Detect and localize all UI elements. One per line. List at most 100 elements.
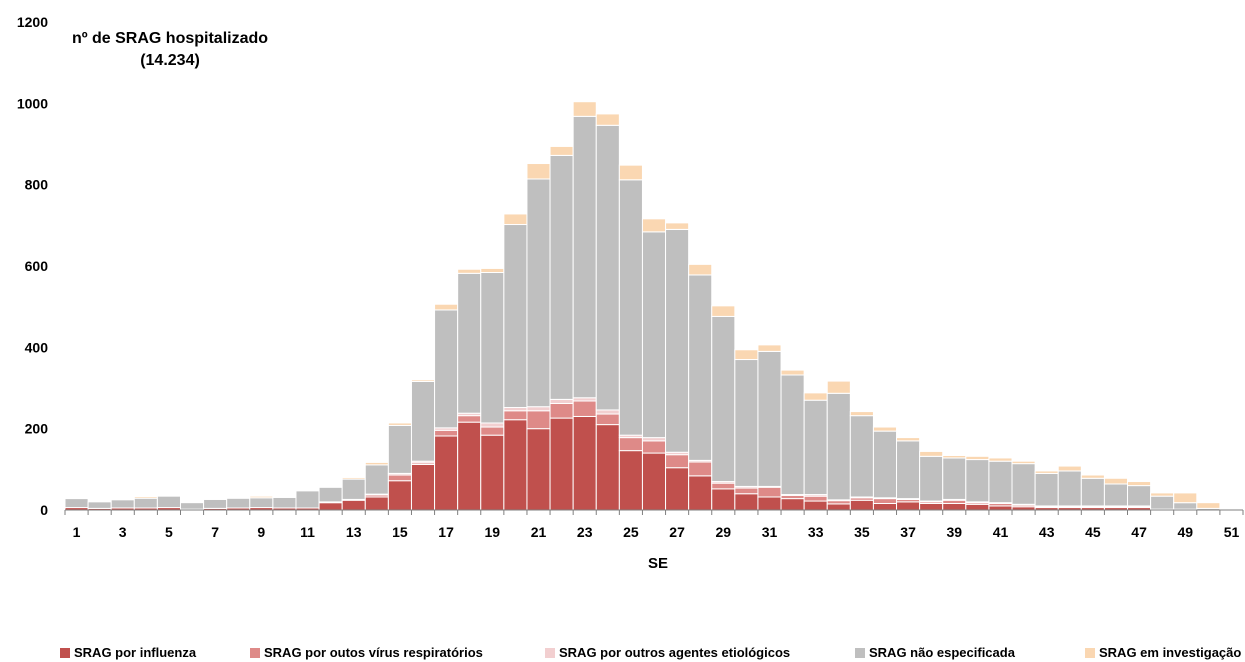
bar-segment-2-se-29 — [711, 482, 736, 490]
bar-segment-5-se-29 — [711, 305, 736, 317]
chart-annotation: nº de SRAG hospitalizado (14.234) — [55, 28, 285, 72]
bar-segment-1-se-38 — [919, 502, 944, 511]
bar-segment-5-se-25 — [618, 164, 643, 181]
bar-segment-5-se-32 — [780, 369, 805, 376]
y-tick-label-600: 600 — [25, 258, 49, 274]
x-tick-label-29: 29 — [716, 524, 732, 540]
bar-segment-5-se-30 — [734, 349, 759, 361]
annotation-line-2: (14.234) — [140, 52, 200, 69]
bar-segment-1-se-16 — [410, 463, 436, 511]
bar-segment-4-se-21 — [526, 178, 551, 408]
bar-segment-2-se-25 — [618, 437, 643, 452]
bar-segment-1-se-28 — [688, 475, 713, 511]
bar-segment-4-se-24 — [595, 124, 620, 411]
x-tick-label-21: 21 — [531, 524, 547, 540]
bar-segment-5-se-39 — [942, 455, 967, 459]
bar-segment-5-se-38 — [919, 450, 944, 457]
bar-segment-1-se-14 — [364, 496, 389, 511]
bar-segment-4-se-47 — [1127, 485, 1152, 507]
bar-segment-5-se-27 — [665, 222, 690, 230]
legend-item-4: SRAG não especificada — [855, 645, 1015, 660]
legend-item-2: SRAG por outos vírus respiratórios — [250, 645, 483, 660]
bar-segment-5-se-7 — [203, 498, 228, 500]
bar-segment-4-se-45 — [1080, 477, 1105, 507]
y-tick-label-1200: 1200 — [17, 14, 48, 30]
bar-segment-5-se-37 — [896, 437, 921, 442]
bar-segment-1-se-26 — [641, 452, 667, 511]
bar-segment-4-se-13 — [341, 478, 366, 500]
bar-segment-2-se-21 — [526, 410, 551, 430]
bar-segment-4-se-23 — [572, 115, 597, 399]
legend-item-5: SRAG em investigação — [1085, 645, 1241, 660]
bar-segment-5-se-40 — [965, 455, 990, 461]
bar-segment-5-se-8 — [226, 496, 251, 499]
bar-segment-1-se-41 — [988, 505, 1013, 511]
x-tick-label-39: 39 — [947, 524, 963, 540]
bar-segment-3-se-22 — [549, 398, 574, 404]
x-tick-label-43: 43 — [1039, 524, 1055, 540]
legend-label: SRAG não especificada — [869, 645, 1015, 660]
legend-label: SRAG por influenza — [74, 645, 197, 660]
bar-segment-5-se-50 — [1196, 502, 1221, 509]
bar-segment-2-se-22 — [549, 402, 574, 419]
bar-segment-1-se-39 — [942, 502, 967, 511]
bar-segment-1-se-37 — [896, 501, 921, 511]
bar-segment-4-se-31 — [757, 350, 782, 487]
bar-segment-4-se-28 — [688, 274, 713, 461]
bar-segment-4-se-20 — [503, 224, 528, 409]
x-tick-label-9: 9 — [257, 524, 265, 540]
x-tick-label-7: 7 — [211, 524, 219, 540]
bar-segment-4-se-1 — [64, 498, 89, 509]
x-tick-label-45: 45 — [1085, 524, 1101, 540]
bar-segment-3-se-24 — [595, 409, 620, 415]
x-axis: 1 3 5 7 9 11 13 15 17 19 21 23 25 27 29 31 33 35 37 39 41 43 4… — [64, 509, 1244, 540]
bar-segment-5-se-12 — [318, 485, 343, 488]
bar-segment-3-se-19 — [480, 422, 505, 428]
bar-segment-1-se-35 — [849, 499, 874, 511]
bar-segment-5-se-34 — [826, 380, 851, 394]
x-tick-label-23: 23 — [577, 524, 593, 540]
bar-segment-5-se-44 — [1057, 465, 1082, 472]
bar-segment-1-se-27 — [665, 467, 690, 511]
bar-segment-5-se-36 — [872, 426, 898, 432]
bar-segment-5-se-43 — [1034, 470, 1059, 474]
x-tick-label-49: 49 — [1178, 524, 1194, 540]
bar-segment-4-se-39 — [942, 457, 967, 500]
bar-segment-4-se-42 — [1011, 463, 1036, 505]
x-tick-label-11: 11 — [300, 524, 315, 540]
bar-segment-5-se-19 — [480, 267, 505, 274]
bar-segment-4-se-33 — [803, 399, 828, 496]
bar-segment-4-se-27 — [665, 228, 690, 453]
bar-segment-1-se-23 — [572, 415, 597, 511]
bar-segment-1-se-25 — [618, 450, 643, 511]
bar-segment-5-se-45 — [1080, 474, 1105, 479]
bar-segment-5-se-28 — [688, 263, 713, 276]
bar-segment-4-se-46 — [1103, 483, 1129, 507]
bar-segment-4-se-6 — [179, 502, 205, 510]
y-tick-label-800: 800 — [25, 177, 49, 193]
annotation-line-1: nº de SRAG hospitalizado — [71, 30, 269, 47]
bar-segment-4-se-12 — [318, 486, 343, 503]
bar-segment-5-se-21 — [526, 163, 551, 180]
bar-segment-5-se-9 — [249, 495, 274, 499]
bar-segment-1-se-21 — [526, 428, 551, 511]
x-tick-label-37: 37 — [900, 524, 916, 540]
bar-segment-3-se-21 — [526, 406, 551, 412]
bar-segment-5-se-14 — [364, 461, 389, 466]
legend-swatch — [250, 647, 260, 658]
bar-segment-2-se-19 — [480, 426, 505, 436]
bar-segment-2-se-26 — [641, 440, 667, 454]
bar-segment-2-se-33 — [803, 495, 828, 502]
bar-segment-1-se-30 — [734, 493, 759, 511]
bar-segment-4-se-7 — [203, 498, 228, 509]
bar-segment-4-se-3 — [110, 499, 135, 509]
bar-segment-4-se-17 — [434, 309, 459, 429]
bar-segment-5-se-24 — [595, 113, 620, 126]
legend-swatch — [60, 647, 70, 658]
y-tick-label-400: 400 — [25, 339, 49, 355]
legend-label: SRAG por outos vírus respiratórios — [264, 645, 483, 660]
bar-segment-5-se-31 — [757, 344, 782, 352]
bar-segment-1-se-29 — [711, 488, 736, 511]
bar-segment-4-se-18 — [457, 272, 482, 414]
legend-label: SRAG em investigação — [1099, 645, 1242, 660]
